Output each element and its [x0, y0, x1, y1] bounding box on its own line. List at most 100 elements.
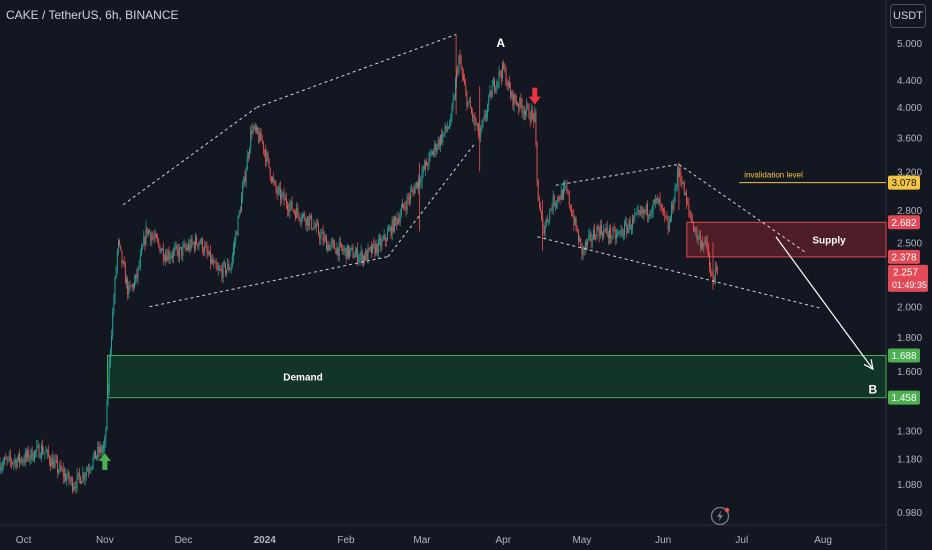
candle-body	[180, 247, 181, 248]
candle-body	[272, 177, 273, 182]
x-tick-label: Oct	[16, 535, 32, 546]
candle-body	[499, 71, 501, 76]
candle-body	[533, 113, 535, 122]
candle-body	[624, 223, 625, 236]
candle-body	[336, 247, 338, 255]
candle-body	[211, 259, 213, 263]
candle-body	[586, 242, 587, 246]
candle-body	[212, 259, 214, 264]
candle-body	[566, 185, 568, 191]
candle-body	[126, 278, 127, 284]
candle-body	[197, 244, 199, 247]
candle-body	[83, 473, 85, 479]
candle-body	[98, 446, 100, 453]
candle-body	[637, 210, 639, 212]
candle-body	[665, 215, 667, 218]
candle-body	[303, 213, 305, 215]
candle-body	[142, 245, 144, 249]
candle-body	[288, 210, 290, 212]
candle-body	[153, 237, 155, 239]
candle-body	[620, 230, 622, 232]
candle-body	[17, 453, 19, 460]
projection-arrow-line	[775, 236, 874, 370]
candle-body	[553, 195, 555, 206]
pattern-trendline	[555, 163, 680, 186]
candle-body	[578, 231, 579, 242]
candle-body	[339, 242, 341, 244]
candle-body	[5, 457, 7, 460]
candle-body	[549, 209, 551, 221]
candle-body	[486, 114, 487, 118]
candle-body	[465, 84, 467, 92]
candle-body	[587, 239, 589, 246]
candle-body	[411, 189, 413, 192]
candle-body	[57, 460, 58, 472]
candle-body	[376, 244, 378, 253]
candle-body	[661, 206, 663, 209]
candle-body	[425, 161, 426, 169]
candle-body	[82, 473, 84, 482]
candle-body	[686, 193, 687, 203]
candle-body	[67, 472, 69, 478]
candle-body	[184, 244, 186, 249]
candle-body	[196, 237, 198, 245]
candle-body	[458, 56, 460, 73]
candle-body	[150, 232, 152, 241]
candle-body	[437, 139, 439, 148]
candle-body	[530, 109, 532, 122]
candle-body	[73, 488, 75, 491]
candle-body	[359, 255, 361, 259]
candle-body	[468, 101, 470, 102]
candle-body	[443, 132, 445, 134]
candle-body	[4, 457, 6, 463]
candle-body	[442, 133, 444, 143]
candle-body	[705, 239, 707, 242]
candle-body	[668, 221, 670, 231]
candle-body	[628, 220, 630, 228]
candle-body	[428, 154, 430, 166]
candle-body	[622, 235, 624, 236]
candle-body	[384, 234, 386, 241]
currency-button[interactable]: USDT	[890, 4, 926, 28]
candle-body	[235, 233, 237, 243]
candle-body	[452, 98, 454, 108]
candle-body	[660, 204, 662, 207]
candle-body	[594, 230, 595, 238]
candle-body	[559, 199, 561, 201]
candle-body	[713, 279, 715, 282]
candle-body	[634, 214, 636, 219]
candle-body	[158, 240, 160, 245]
candle-body	[195, 237, 196, 249]
candle-body	[50, 462, 52, 467]
candle-body	[305, 220, 307, 226]
candle-body	[130, 286, 132, 287]
candle-body	[417, 181, 418, 189]
candle-body	[178, 247, 180, 258]
candle-body	[642, 208, 644, 214]
candle-body	[124, 265, 126, 284]
candle-body	[270, 177, 272, 182]
candle-body	[80, 476, 81, 484]
candle-body	[617, 233, 618, 235]
candle-body	[395, 216, 397, 219]
candle-body	[591, 239, 593, 242]
candle-body	[323, 236, 325, 242]
candle-body	[183, 244, 185, 247]
candle-body	[257, 127, 259, 134]
candle-body	[191, 239, 193, 244]
candle-body	[663, 208, 664, 211]
tradingview-logo-icon[interactable]	[709, 505, 731, 527]
candle-body	[664, 210, 666, 216]
candle-body	[431, 152, 433, 155]
candle-body	[521, 104, 523, 113]
candle-body	[325, 236, 326, 239]
candle-body	[258, 133, 260, 142]
candle-body	[36, 446, 38, 451]
candle-body	[95, 450, 96, 459]
candle-body	[505, 69, 507, 85]
x-tick-label: Dec	[175, 535, 193, 546]
candle-body	[75, 486, 77, 488]
candle-body	[30, 449, 32, 458]
candle-body	[160, 250, 162, 253]
